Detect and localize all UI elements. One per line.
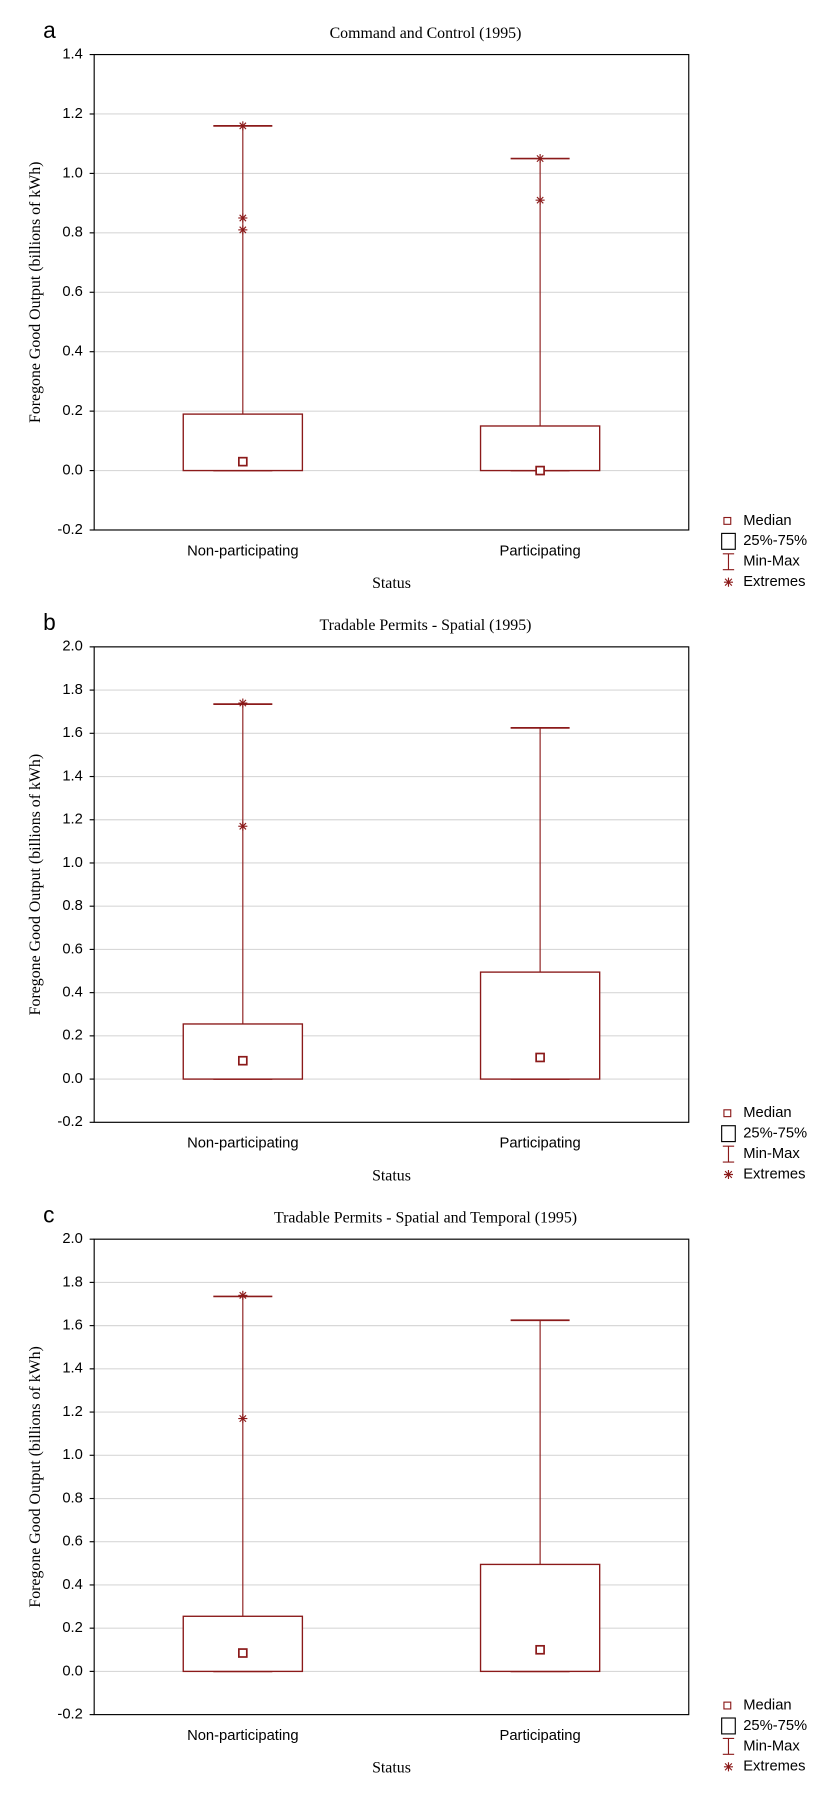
y-tick-label: 1.2 [62,1404,83,1420]
x-tick-label: Participating [500,1136,581,1152]
y-tick-label: -0.2 [57,1707,82,1723]
y-tick-label: 1.6 [62,1318,83,1334]
x-tick-label: Non-participating [187,543,299,559]
legend-label: Extremes [743,1759,805,1775]
median [535,465,545,476]
y-tick-label: 1.0 [62,165,83,181]
x-tick-label: Participating [500,1728,581,1744]
median [238,1055,248,1066]
chart-title: Tradable Permits - Spatial and Temporal … [274,1209,577,1226]
y-tick-label: 1.4 [62,46,83,62]
legend-label: Min-Max [743,1146,800,1162]
extreme [238,225,248,235]
y-tick-label: 0.6 [62,941,83,957]
legend-label: Extremes [743,1166,805,1182]
x-tick-label: Participating [500,543,581,559]
iqr-box [479,425,601,472]
legend-label: Median [743,1105,791,1121]
y-tick-label: 1.2 [62,106,83,122]
legend-icon [722,553,735,571]
y-tick-label: 0.2 [62,1028,83,1044]
extreme [238,1414,248,1424]
legend-icon [723,1169,734,1180]
y-tick-label: 0.8 [62,1490,83,1506]
median [535,1644,545,1655]
y-tick-label: 1.0 [62,1447,83,1463]
chart-title: Tradable Permits - Spatial (1995) [320,617,532,634]
plot-frame [93,1238,690,1716]
y-tick-label: 0.6 [62,1534,83,1550]
legend-icon [722,1145,735,1163]
extreme [238,821,248,831]
legend-icon [723,1701,732,1710]
y-tick-label: 1.6 [62,725,83,741]
y-tick-label: 0.2 [62,1620,83,1636]
y-tick-label: -0.2 [57,1114,82,1130]
iqr-box [182,1615,304,1673]
y-tick-label: 2.0 [62,1231,83,1247]
x-tick-label: Non-participating [187,1728,299,1744]
extreme [238,121,248,131]
median [535,1052,545,1063]
y-tick-label: 2.0 [62,639,83,655]
extreme [238,213,248,223]
median [238,1648,248,1658]
y-tick-label: 0.2 [62,403,83,419]
y-tick-label: 0.4 [62,1577,83,1593]
iqr-box [479,1563,601,1673]
legend-label: Min-Max [743,1738,800,1754]
y-axis-label: Foregone Good Output (billions of kWh) [27,162,44,423]
y-tick-label: 1.0 [62,855,83,871]
y-tick-label: 0.4 [62,985,83,1001]
legend-icon [723,1762,734,1772]
iqr-box [182,1023,304,1080]
y-tick-label: 0.8 [62,225,83,241]
legend-icon [721,532,736,550]
plot-frame [93,646,690,1123]
legend-label: Median [743,513,791,529]
legend-icon [723,1109,732,1118]
chart-title: Command and Control (1995) [330,25,522,42]
panel-label: b [43,609,56,635]
iqr-box [479,971,601,1080]
y-tick-label: 0.4 [62,344,83,360]
legend-label: Extremes [743,574,805,590]
y-tick-label: 0.0 [62,1071,83,1087]
legend-label: 25%-75% [743,1126,807,1142]
legend-label: Min-Max [743,554,800,570]
legend-icon [723,577,734,587]
x-axis-label: Status [372,575,411,592]
legend-label: 25%-75% [743,1718,807,1734]
extreme [238,1290,248,1300]
y-tick-label: 0.0 [62,462,83,478]
legend-icon [723,516,732,525]
legend-label: 25%-75% [743,533,807,549]
y-tick-label: 0.0 [62,1663,83,1679]
legend-label: Median [743,1697,791,1713]
y-tick-label: 0.6 [62,284,83,300]
y-tick-label: 0.8 [62,898,83,914]
y-tick-label: 1.8 [62,682,83,698]
y-tick-label: -0.2 [57,522,82,538]
y-axis-label: Foregone Good Output (billions of kWh) [27,754,44,1015]
legend-icon [722,1737,735,1755]
median [238,456,248,467]
extreme [535,154,545,164]
x-axis-label: Status [372,1167,411,1184]
y-tick-label: 1.8 [62,1274,83,1290]
legend-icon [721,1717,736,1735]
extreme [238,698,248,708]
y-tick-label: 1.4 [62,1361,83,1377]
y-axis-label: Foregone Good Output (billions of kWh) [27,1346,44,1607]
y-tick-label: 1.4 [62,768,83,784]
y-tick-label: 1.2 [62,812,83,828]
x-axis-label: Status [372,1760,411,1777]
plot-frame [93,53,690,531]
x-tick-label: Non-participating [187,1136,299,1152]
legend-icon [721,1125,736,1143]
panel-label: a [43,17,56,43]
extreme [535,195,545,205]
panel-label: c [43,1201,54,1227]
